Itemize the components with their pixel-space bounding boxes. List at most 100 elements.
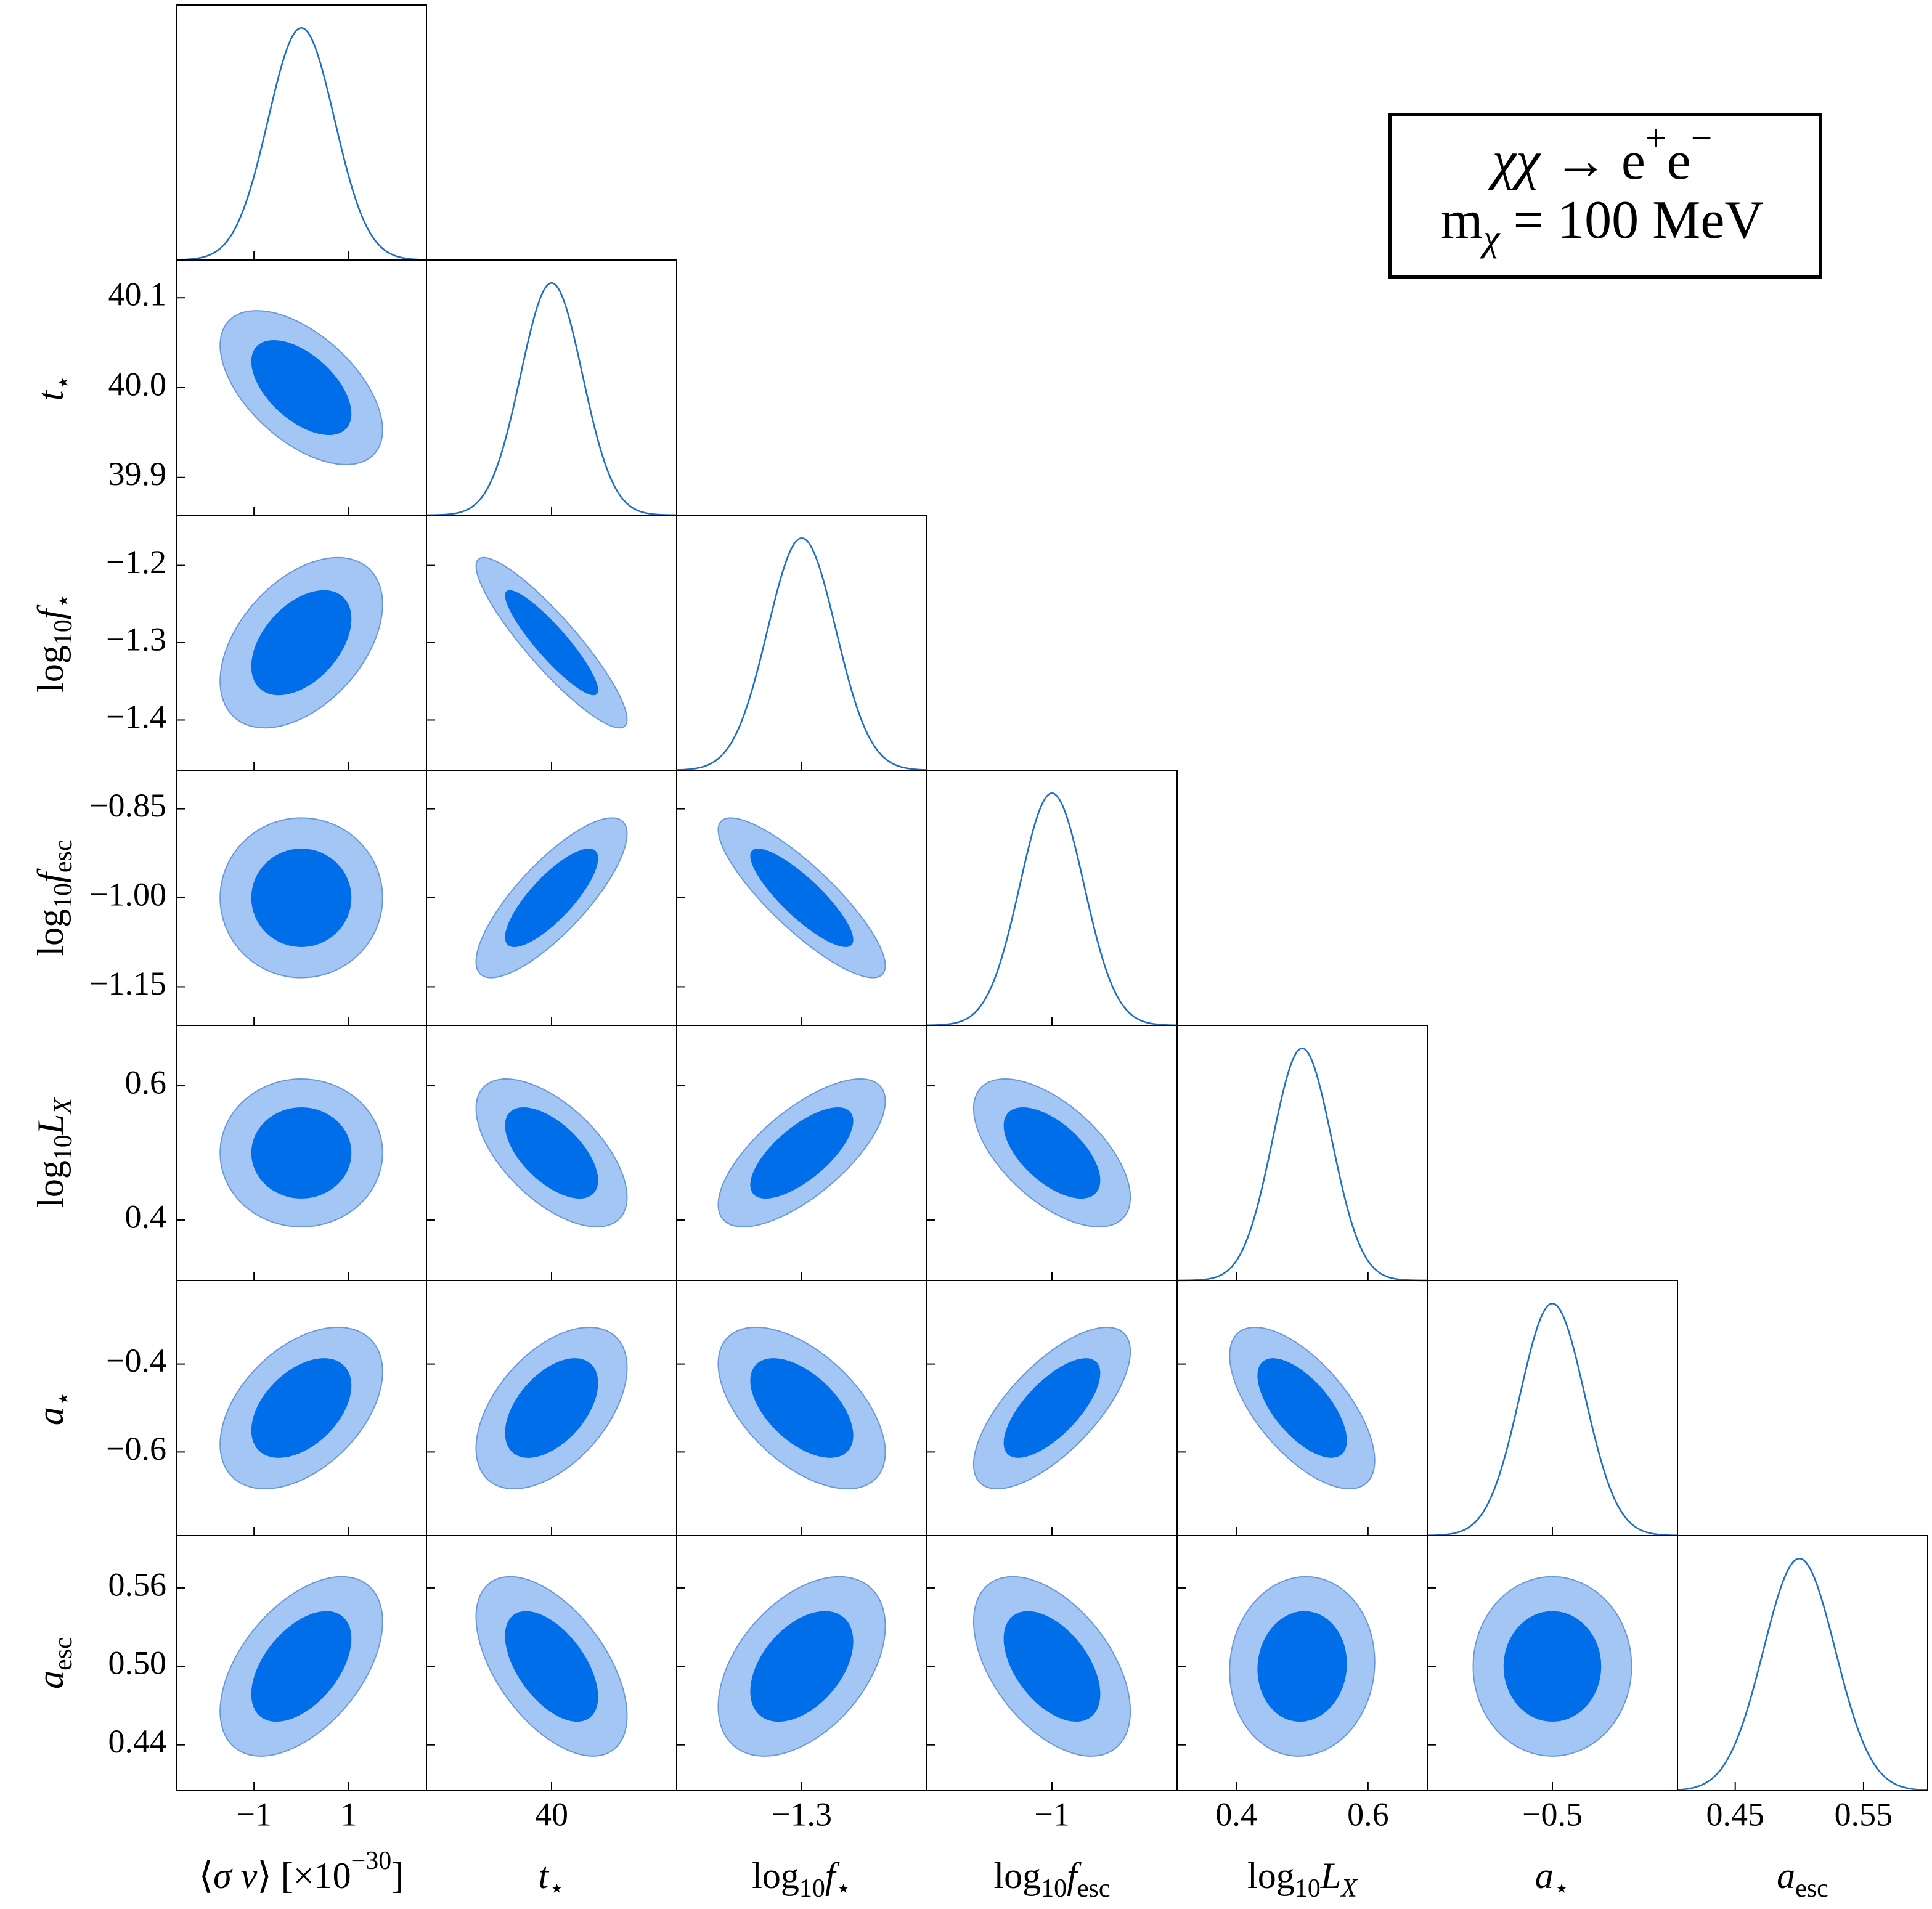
- label-part: −: [1691, 118, 1713, 160]
- x-axis-label: log10f⋆: [752, 1855, 852, 1903]
- label-part: log: [30, 645, 71, 693]
- x-tick-label: 0.6: [1347, 1796, 1389, 1833]
- contour-inner: [505, 590, 598, 696]
- contour-inner: [251, 1611, 352, 1722]
- label-part: t: [539, 1855, 550, 1896]
- label-part: X: [1340, 1874, 1358, 1903]
- label-part: log: [752, 1855, 799, 1896]
- x-axis-label: t⋆: [539, 1855, 565, 1903]
- y-axis-label: log10fesc: [30, 840, 78, 956]
- label-part: 10: [49, 619, 78, 645]
- label-part: ⋆: [49, 593, 78, 609]
- annotation-box: [1388, 113, 1822, 279]
- contour-inner: [251, 1358, 352, 1458]
- label-part: a: [30, 1407, 71, 1425]
- label-part: L: [30, 1114, 71, 1135]
- label-part: esc: [1077, 1874, 1111, 1903]
- x-tick-label: 1: [340, 1796, 357, 1833]
- contour-inner: [750, 1611, 854, 1722]
- label-part: X: [49, 1097, 78, 1115]
- contour-inner: [505, 849, 598, 947]
- label-part: ⟩ [×10: [257, 1855, 351, 1896]
- label-part: L: [1320, 1855, 1341, 1896]
- contour-inner: [251, 1107, 352, 1199]
- label-part: log: [994, 1855, 1041, 1896]
- marginal-curve: [426, 282, 677, 516]
- x-tick-label: −1.3: [772, 1796, 832, 1833]
- label-part: esc: [1795, 1874, 1828, 1903]
- label-part: χχ: [1487, 131, 1541, 191]
- y-tick-label: −0.6: [106, 1430, 166, 1467]
- label-part: 10: [49, 883, 78, 909]
- x-tick-label: 40: [535, 1796, 568, 1833]
- contour-inner: [1257, 1358, 1347, 1458]
- x-axis-label: log10LX: [1247, 1855, 1358, 1903]
- label-part: 10: [1295, 1874, 1321, 1903]
- label-part: log: [1247, 1855, 1295, 1896]
- contour-inner: [1503, 1611, 1602, 1722]
- contour-inner: [750, 1107, 854, 1199]
- panel-frame: [926, 770, 1178, 1026]
- annotation-line: χχ → e+e−: [1487, 118, 1712, 192]
- y-tick-label: 0.50: [108, 1645, 167, 1682]
- label-part: ⋆: [836, 1874, 852, 1903]
- contour-inner: [750, 1358, 854, 1458]
- marginal-curve: [676, 537, 927, 771]
- y-tick-label: 39.9: [108, 455, 167, 492]
- marginal-curve: [1677, 1557, 1928, 1791]
- y-axis-label: t⋆: [30, 375, 78, 401]
- label-part: e: [1667, 131, 1691, 191]
- y-axis-label: log10LX: [30, 1097, 78, 1208]
- y-tick-label: 40.1: [108, 276, 167, 313]
- marginal-curve: [1427, 1302, 1678, 1537]
- x-axis-label: a⋆: [1535, 1855, 1570, 1903]
- label-part: m: [1441, 190, 1483, 250]
- label-part: t: [30, 389, 71, 401]
- contour-inner: [251, 590, 352, 696]
- x-tick-label: 0.4: [1215, 1796, 1257, 1833]
- panel-frame: [1427, 1280, 1678, 1536]
- label-part: a: [30, 1671, 71, 1689]
- label-part: +: [1645, 118, 1667, 160]
- y-tick-label: 0.56: [108, 1566, 167, 1603]
- label-part: a: [1777, 1855, 1795, 1896]
- label-part: = 100 MeV: [1500, 190, 1764, 250]
- label-part: → e: [1540, 131, 1645, 191]
- y-axis-label: aesc: [30, 1637, 78, 1689]
- contour-inner: [505, 1611, 598, 1722]
- label-part: ⋆: [548, 1874, 565, 1903]
- y-tick-label: 0.44: [108, 1723, 167, 1760]
- x-axis-label: log10fesc: [994, 1855, 1111, 1903]
- contour-inner: [1003, 1611, 1101, 1722]
- label-part: ⋆: [1554, 1874, 1570, 1903]
- label-part: 10: [1041, 1874, 1067, 1903]
- contour-inner: [750, 849, 854, 947]
- label-part: ⋆: [49, 1391, 78, 1407]
- contour-inner: [1003, 1358, 1101, 1458]
- contour-inner: [251, 340, 352, 436]
- panel-frame: [1677, 1535, 1928, 1791]
- label-part: esc: [49, 1637, 78, 1671]
- y-axis-label: log10f⋆: [30, 593, 78, 693]
- x-tick-label: 0.45: [1706, 1796, 1764, 1833]
- y-tick-label: −1.2: [106, 543, 166, 580]
- label-part: ]: [391, 1855, 404, 1896]
- marginal-curve: [926, 792, 1178, 1027]
- y-tick-label: −1.3: [106, 621, 166, 657]
- y-tick-label: −1.15: [89, 965, 166, 1002]
- panel-frame: [426, 259, 677, 516]
- contour-inner: [1257, 1611, 1347, 1722]
- y-tick-label: −1.4: [106, 698, 166, 735]
- label-part: χ: [1480, 218, 1501, 259]
- marginal-curve: [1177, 1047, 1427, 1282]
- panel-frame: [1176, 1025, 1428, 1281]
- label-part: esc: [49, 840, 78, 873]
- x-tick-label: −0.5: [1522, 1796, 1583, 1833]
- label-part: log: [30, 1160, 71, 1208]
- label-part: σ v: [213, 1855, 258, 1896]
- x-axis-label: ⟨σ v⟩ [×10−30]: [199, 1847, 404, 1896]
- y-tick-label: 40.0: [108, 365, 167, 402]
- contour-inner: [1003, 1107, 1101, 1199]
- x-tick-label: 0.55: [1835, 1796, 1893, 1833]
- y-tick-label: −0.85: [89, 787, 166, 824]
